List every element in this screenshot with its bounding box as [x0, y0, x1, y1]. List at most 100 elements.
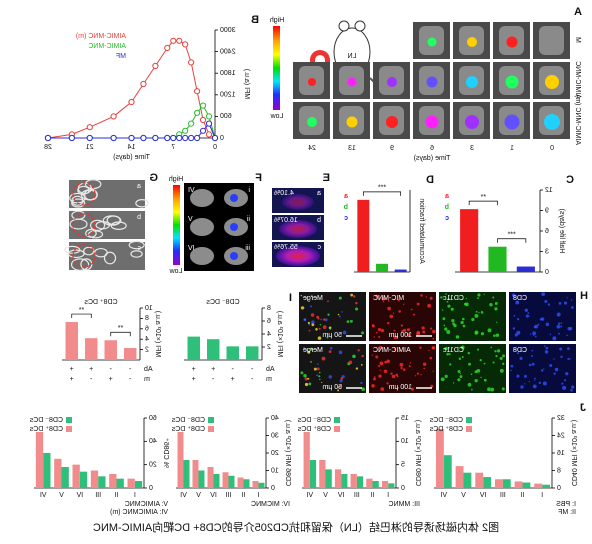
stain	[553, 372, 556, 375]
image-tag: c	[137, 245, 141, 252]
colorbar	[173, 185, 180, 265]
stain	[477, 297, 479, 300]
stain	[516, 374, 520, 378]
x-tick-label: III	[226, 492, 232, 499]
legend-swatch	[208, 426, 214, 432]
y-tick-label: 600	[220, 113, 232, 120]
stain	[303, 374, 307, 378]
stain	[371, 354, 373, 356]
bar	[494, 479, 503, 488]
time-label: 9	[390, 145, 394, 152]
stain	[451, 318, 455, 323]
signal	[307, 117, 317, 127]
sig-bracket	[71, 313, 92, 319]
stain	[339, 379, 343, 383]
bar	[435, 428, 444, 488]
stain	[393, 347, 397, 351]
stain	[471, 317, 475, 322]
chart-title: CD8⁺ DCs	[84, 299, 118, 306]
bar	[460, 209, 479, 272]
row-label: Ab	[144, 366, 153, 373]
y-axis-label: Half life (days)	[558, 209, 565, 254]
stain	[324, 318, 328, 322]
image-value: 4.10%	[274, 190, 294, 197]
legend-swatch	[334, 417, 340, 423]
legend-swatch	[466, 426, 472, 432]
point	[164, 44, 171, 52]
stain	[471, 388, 473, 391]
stain	[319, 324, 322, 326]
stain	[383, 369, 388, 374]
group-label: III: MMNC	[389, 501, 421, 508]
legend-label: CD8⁻ DCs	[29, 417, 63, 424]
row-label: m	[266, 376, 272, 383]
bar	[192, 460, 199, 488]
legend-label: b	[344, 204, 348, 211]
image-tag: b	[137, 214, 141, 221]
stain	[542, 381, 547, 386]
row-sign: -	[89, 376, 92, 383]
stain	[381, 296, 386, 301]
y-tick-label: 32	[557, 415, 565, 422]
bar	[124, 348, 137, 360]
stain	[570, 299, 573, 301]
stain	[300, 371, 304, 375]
image-tag: c	[317, 244, 321, 251]
bar	[207, 339, 220, 360]
stain	[375, 294, 379, 298]
stain	[346, 320, 350, 324]
stain	[560, 355, 563, 359]
stain	[317, 336, 322, 340]
stain	[402, 368, 406, 371]
stain	[539, 317, 543, 321]
image-tag: a	[137, 183, 141, 190]
stain	[532, 331, 537, 336]
legend-label: CD8⁺ DCs	[29, 426, 63, 433]
stain	[516, 330, 521, 335]
stain	[511, 293, 516, 297]
stain	[487, 328, 492, 333]
stain	[300, 294, 303, 297]
bar	[463, 472, 472, 488]
stain	[527, 312, 530, 314]
bar	[134, 481, 143, 488]
row-label: m	[144, 376, 150, 383]
stain	[524, 308, 528, 312]
legend-label: a	[445, 193, 449, 200]
stain	[479, 359, 482, 362]
bar	[325, 469, 332, 488]
panel-label: C	[566, 174, 574, 186]
stain	[429, 356, 433, 360]
bar	[222, 472, 229, 488]
bar	[502, 479, 511, 488]
stain	[421, 326, 425, 330]
y-tick-label: 30	[271, 432, 279, 439]
bar	[109, 474, 117, 488]
group-label: I: PBS	[556, 501, 576, 508]
point	[199, 116, 207, 124]
signal	[467, 37, 477, 47]
stain	[457, 370, 461, 374]
ln-signal	[230, 194, 238, 202]
y-axis-label: CD86 MFI (×10³ a.u.)	[284, 420, 291, 486]
row-sign: +	[70, 366, 74, 373]
group-label: IV: MICMNC	[251, 501, 290, 508]
stain	[549, 333, 552, 336]
panel-label: A	[574, 6, 582, 18]
stain	[567, 347, 570, 350]
stain	[483, 378, 487, 382]
stain	[371, 384, 375, 388]
stain	[360, 363, 363, 366]
stain	[541, 292, 546, 297]
y-tick-label: 1200	[220, 92, 236, 99]
stain	[480, 311, 484, 314]
bar	[475, 472, 484, 488]
x-tick-label: 21	[86, 144, 94, 151]
y-axis-label: MFI (×10³ a.u.)	[154, 311, 161, 357]
micrograph	[69, 211, 145, 239]
panel-label: E	[323, 172, 330, 184]
stain	[429, 296, 433, 300]
sig-label: ***	[507, 232, 515, 239]
stain	[390, 372, 393, 375]
stain	[397, 299, 400, 302]
